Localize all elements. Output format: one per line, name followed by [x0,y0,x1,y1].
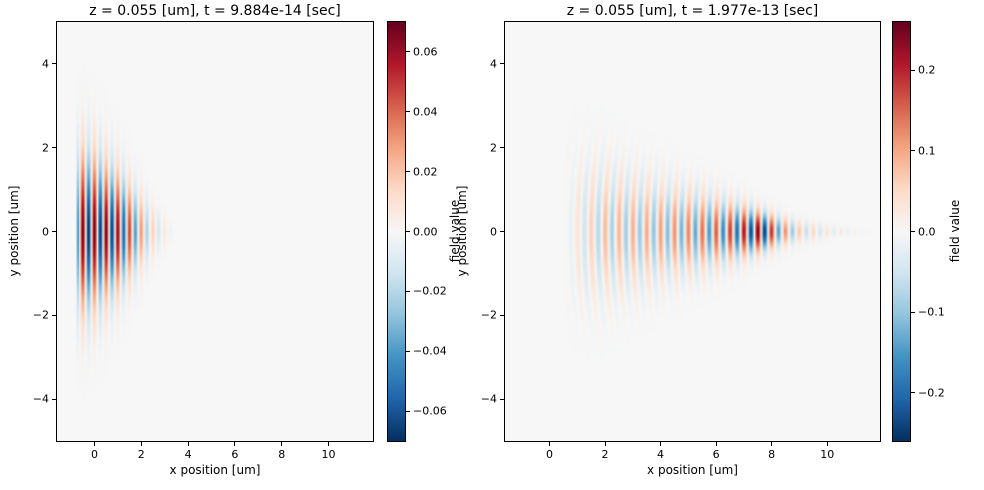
x-tick-mark [826,442,828,446]
x-axis-label-left: x position [um] [169,463,261,477]
x-tick-label: 0 [545,448,553,461]
x-tick-mark [187,442,189,446]
y-tick-mark [52,231,56,232]
colorbar-tick-mark [406,350,410,352]
colorbar-tick-label: 0.04 [413,105,438,119]
colorbar-tick-mark [406,231,410,232]
y-tick-label: −2 [32,308,49,322]
y-tick-mark [500,231,504,232]
x-tick-label: 2 [137,448,145,461]
x-tick-label: 8 [768,448,776,461]
colorbar-tick-mark [911,392,915,394]
y-tick-label: −2 [480,308,497,322]
y-tick-label: 0 [490,225,497,238]
colorbar-tick-mark [406,410,410,412]
x-axis-label-right: x position [um] [647,463,738,477]
plot-title-left: z = 0.055 [um], t = 9.884e-14 [sec] [89,3,341,19]
y-tick-label: 4 [42,57,49,71]
colorbar-tick-label: 0.0 [918,225,936,238]
x-tick-mark [548,442,550,446]
colorbar-tick-mark [406,111,410,113]
x-tick-label: 6 [231,448,239,461]
x-tick-label: 2 [601,448,609,461]
colorbar-tick-label: 0.1 [918,144,936,158]
colorbar-tick-label: 0.06 [413,45,438,59]
x-tick-label: 4 [184,448,192,461]
y-tick-mark [52,147,56,149]
x-tick-mark [660,442,662,446]
colorbar-tick-label: −0.06 [413,404,447,418]
y-axis-label-right: y position [um] [455,185,469,277]
y-tick-label: 2 [490,141,497,155]
colorbar-tick-mark [406,171,410,173]
heatmap-right [505,22,880,441]
plot-title-right: z = 0.055 [um], t = 1.977e-13 [sec] [566,3,819,19]
colorbar-tick-mark [406,290,410,292]
x-tick-label: 10 [820,448,835,461]
y-tick-label: 4 [490,57,497,71]
y-tick-label: −4 [480,392,497,406]
y-tick-mark [52,314,56,316]
y-tick-mark [52,398,56,400]
y-tick-label: −4 [32,392,49,406]
x-tick-mark [281,442,283,446]
y-tick-mark [500,314,504,316]
y-tick-mark [500,398,504,400]
colorbar-tick-label: −0.1 [918,305,945,319]
colorbar-tick-mark [911,231,915,232]
x-tick-label: 6 [712,448,720,461]
x-tick-mark [328,442,330,446]
x-tick-mark [604,442,606,446]
x-tick-label: 0 [90,448,98,461]
colorbar-tick-mark [911,311,915,313]
x-tick-mark [140,442,142,446]
colorbar-tick-mark [911,150,915,152]
y-tick-mark [500,147,504,149]
colorbar-tick-mark [406,51,410,53]
y-tick-mark [52,63,56,65]
x-tick-label: 4 [657,448,665,461]
colorbar-tick-label: −0.02 [413,284,447,298]
colorbar-tick-mark [911,69,915,71]
y-tick-label: 0 [42,225,49,238]
y-tick-mark [500,63,504,65]
y-tick-label: 2 [42,141,49,155]
y-axis-label-left: y position [um] [7,185,21,277]
x-tick-label: 10 [321,448,336,461]
x-tick-mark [771,442,773,446]
heatmap-left [57,22,373,441]
x-tick-mark [715,442,717,446]
colorbar-right [893,22,910,441]
x-tick-label: 8 [278,448,286,461]
colorbar-tick-label: 0.00 [413,225,438,238]
colorbar-left [388,22,405,441]
x-tick-mark [234,442,236,446]
colorbar-tick-label: 0.02 [413,165,438,179]
colorbar-tick-label: −0.2 [918,386,945,400]
colorbar-tick-label: −0.04 [413,344,447,358]
colorbar-label-right: field value [948,199,962,263]
x-tick-mark [93,442,95,446]
colorbar-tick-label: 0.2 [918,63,936,77]
